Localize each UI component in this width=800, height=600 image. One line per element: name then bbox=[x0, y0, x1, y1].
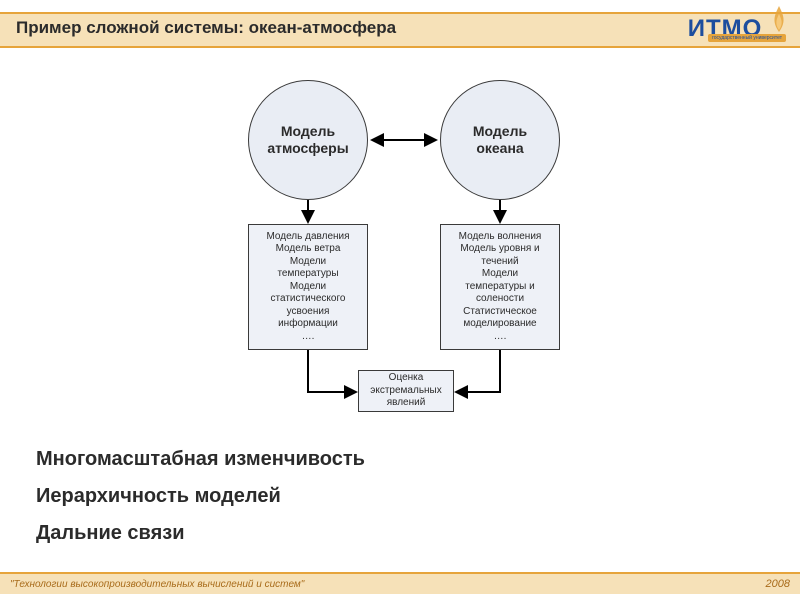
node-label-line: океана bbox=[476, 140, 523, 157]
rect-line: Модель уровня и bbox=[460, 243, 539, 256]
rect-line: Модели bbox=[290, 281, 326, 294]
slide-title: Пример сложной системы: океан-атмосфера bbox=[16, 18, 396, 38]
bullet-2: Иерархичность моделей bbox=[36, 485, 365, 508]
rect-line: …. bbox=[494, 331, 507, 344]
bullet-list: Многомасштабная изменчивость Иерархичнос… bbox=[36, 448, 365, 559]
slide: Пример сложной системы: океан-атмосфера … bbox=[0, 0, 800, 600]
node-atm-submodels: Модель давленияМодель ветраМоделитемпера… bbox=[248, 224, 368, 350]
rect-line: информации bbox=[278, 318, 338, 331]
footer-year: 2008 bbox=[766, 578, 790, 590]
rect-line: Модель ветра bbox=[276, 243, 341, 256]
node-ocean-submodels: Модель волненияМодель уровня итеченийМод… bbox=[440, 224, 560, 350]
rect-line: экстремальных bbox=[370, 385, 441, 398]
footer: "Технологии высокопроизводительных вычис… bbox=[0, 572, 800, 596]
rect-line: Модели bbox=[482, 268, 518, 281]
rect-line: Модель давления bbox=[266, 231, 349, 244]
node-label-line: атмосферы bbox=[267, 140, 348, 157]
rect-line: усвоения bbox=[287, 306, 330, 319]
rect-line: Модели bbox=[290, 256, 326, 269]
rect-line: Модель волнения bbox=[459, 231, 542, 244]
node-label-line: Модель bbox=[281, 123, 335, 140]
logo-subtext: государственный университет bbox=[708, 34, 786, 42]
node-atmosphere-model: Модель атмосферы bbox=[248, 80, 368, 200]
rect-line: течений bbox=[481, 256, 518, 269]
rect-line: солености bbox=[476, 293, 524, 306]
rect-line: явлений bbox=[387, 397, 426, 410]
footer-text: "Технологии высокопроизводительных вычис… bbox=[10, 579, 304, 590]
arrow-r2-r3 bbox=[456, 350, 500, 392]
rect-line: температуры и bbox=[465, 281, 534, 294]
bullet-3: Дальние связи bbox=[36, 522, 365, 545]
bullet-1: Многомасштабная изменчивость bbox=[36, 448, 365, 471]
rect-line: моделирование bbox=[463, 318, 536, 331]
node-ocean-model: Модель океана bbox=[440, 80, 560, 200]
rect-line: статистического bbox=[271, 293, 346, 306]
diagram: Модель атмосферы Модель океана Модель да… bbox=[0, 60, 800, 440]
rect-line: температуры bbox=[277, 268, 338, 281]
arrow-r1-r3 bbox=[308, 350, 356, 392]
rect-line: Статистическое bbox=[463, 306, 537, 319]
node-label-line: Модель bbox=[473, 123, 527, 140]
node-extreme-eval: Оценкаэкстремальныхявлений bbox=[358, 370, 454, 412]
rect-line: Оценка bbox=[389, 372, 424, 385]
rect-line: …. bbox=[302, 331, 315, 344]
